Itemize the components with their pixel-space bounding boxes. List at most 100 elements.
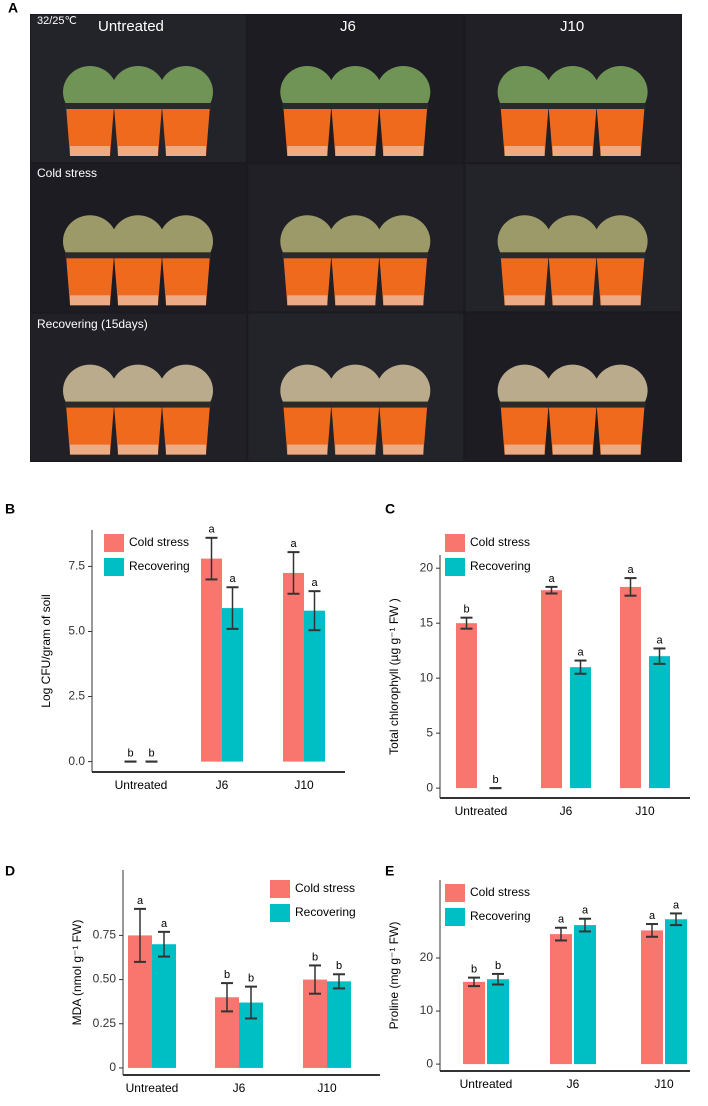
x-tick-label: Untreated xyxy=(126,1081,179,1095)
y-tick-label: 5.0 xyxy=(68,624,85,638)
pot-rim xyxy=(547,103,598,109)
error-bar xyxy=(579,917,591,933)
pot xyxy=(162,255,210,306)
column-label: J10 xyxy=(560,18,584,35)
column-label: Untreated xyxy=(98,18,164,35)
error-bar xyxy=(245,985,257,1020)
pot-base xyxy=(70,444,110,455)
pot xyxy=(283,255,332,306)
pot-base xyxy=(70,146,110,156)
legend-label: Recovering xyxy=(470,909,531,923)
pot xyxy=(548,255,597,306)
x-tick-label: J6 xyxy=(233,1081,246,1095)
pot-rim xyxy=(161,252,211,259)
pot-rim xyxy=(161,401,211,408)
y-axis-label: Total chlorophyll (µg g⁻¹ FW ) xyxy=(387,598,401,755)
significance-label: a xyxy=(656,634,663,646)
significance-label: b xyxy=(148,747,154,759)
pot xyxy=(331,255,380,306)
legend-swatch xyxy=(445,884,465,902)
pot-rim xyxy=(282,252,333,259)
legend-swatch xyxy=(270,904,290,922)
row-label: 32/25℃ xyxy=(37,15,77,27)
bar xyxy=(456,623,477,789)
bar xyxy=(649,656,670,789)
y-tick-label: 0.25 xyxy=(93,1016,117,1030)
significance-label: b xyxy=(312,951,318,963)
x-tick-label: Untreated xyxy=(460,1077,513,1091)
pot-rim xyxy=(330,252,381,259)
y-tick-label: 0.50 xyxy=(93,972,117,986)
significance-label: a xyxy=(208,524,215,536)
pot-base xyxy=(166,295,206,306)
x-tick-label: J6 xyxy=(567,1077,580,1091)
pot xyxy=(66,404,114,455)
pot-rim xyxy=(65,103,115,109)
pot-rim xyxy=(113,252,163,259)
bar xyxy=(550,934,572,1065)
pot xyxy=(379,106,428,156)
pot-base xyxy=(166,146,206,156)
y-tick-label: 0.0 xyxy=(68,754,85,768)
significance-label: b xyxy=(336,960,342,972)
pot-base xyxy=(287,444,328,455)
x-tick-label: J6 xyxy=(216,778,229,792)
error-bar xyxy=(460,616,473,630)
bar xyxy=(574,925,596,1065)
panel-label: E xyxy=(385,863,394,879)
error-bar xyxy=(624,577,637,597)
pot-rim xyxy=(65,401,115,408)
pot-rim xyxy=(282,103,333,109)
y-tick-label: 7.5 xyxy=(68,559,85,573)
bar xyxy=(283,572,304,762)
pot xyxy=(162,404,210,455)
pot-rim xyxy=(547,252,598,259)
significance-label: b xyxy=(463,604,469,616)
legend-label: Recovering xyxy=(295,905,356,919)
significance-label: a xyxy=(649,910,656,922)
legend-label: Recovering xyxy=(470,559,531,573)
significance-label: b xyxy=(471,964,477,976)
pot-base xyxy=(287,295,328,306)
legend-label: Recovering xyxy=(129,559,190,573)
y-tick-label: 20 xyxy=(420,560,434,574)
pot xyxy=(548,404,597,455)
y-tick-label: 15 xyxy=(420,615,434,629)
pot xyxy=(379,255,428,306)
pot-base xyxy=(383,444,424,455)
error-bar xyxy=(646,923,658,938)
legend-label: Cold stress xyxy=(470,885,530,899)
pot xyxy=(596,404,645,455)
pot-base xyxy=(118,295,158,306)
error-bar xyxy=(333,973,345,990)
significance-label: a xyxy=(161,918,168,930)
error-bar xyxy=(653,647,666,665)
bar xyxy=(665,919,687,1065)
y-tick-label: 10 xyxy=(420,670,434,684)
pot-rim xyxy=(161,103,211,109)
pot-rim xyxy=(595,252,646,259)
bar xyxy=(304,610,325,762)
y-tick-label: 0 xyxy=(109,1060,116,1074)
pot-rim xyxy=(330,401,381,408)
pot-base xyxy=(600,146,641,156)
pot-rim xyxy=(282,401,333,408)
pot-rim xyxy=(378,401,429,408)
column-label: J6 xyxy=(340,18,356,35)
error-bar xyxy=(545,585,558,595)
pot xyxy=(114,404,162,455)
significance-label: b xyxy=(248,973,254,985)
y-tick-label: 10 xyxy=(420,1003,434,1017)
significance-label: a xyxy=(229,573,236,585)
error-bar xyxy=(492,972,504,986)
pot-rim xyxy=(113,103,163,109)
x-tick-label: J10 xyxy=(294,778,314,792)
bar xyxy=(152,944,176,1068)
y-tick-label: 20 xyxy=(420,950,434,964)
pot xyxy=(331,404,380,455)
significance-label: a xyxy=(290,538,297,550)
bar xyxy=(463,981,485,1065)
significance-label: a xyxy=(577,646,584,658)
pot-rim xyxy=(595,401,646,408)
bar xyxy=(620,586,641,789)
